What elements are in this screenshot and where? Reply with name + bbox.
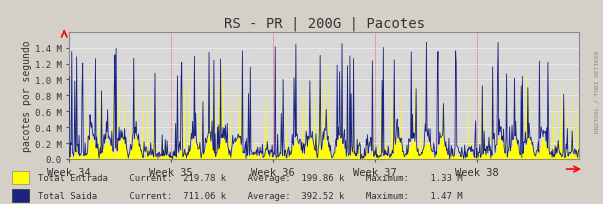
Y-axis label: pacotes por segundo: pacotes por segundo bbox=[22, 40, 32, 151]
Text: Total Saida      Current:  711.06 k    Average:  392.52 k    Maximum:    1.47 M: Total Saida Current: 711.06 k Average: 3… bbox=[38, 191, 463, 200]
Text: Total Entrada    Current:  219.78 k    Average:  199.86 k    Maximum:    1.33 M: Total Entrada Current: 219.78 k Average:… bbox=[38, 173, 463, 182]
Text: RRDTOOL / TOBI OETIKER: RRDTOOL / TOBI OETIKER bbox=[595, 51, 600, 133]
FancyBboxPatch shape bbox=[12, 189, 29, 202]
Title: RS - PR | 200G | Pacotes: RS - PR | 200G | Pacotes bbox=[224, 16, 425, 31]
FancyBboxPatch shape bbox=[12, 171, 29, 184]
